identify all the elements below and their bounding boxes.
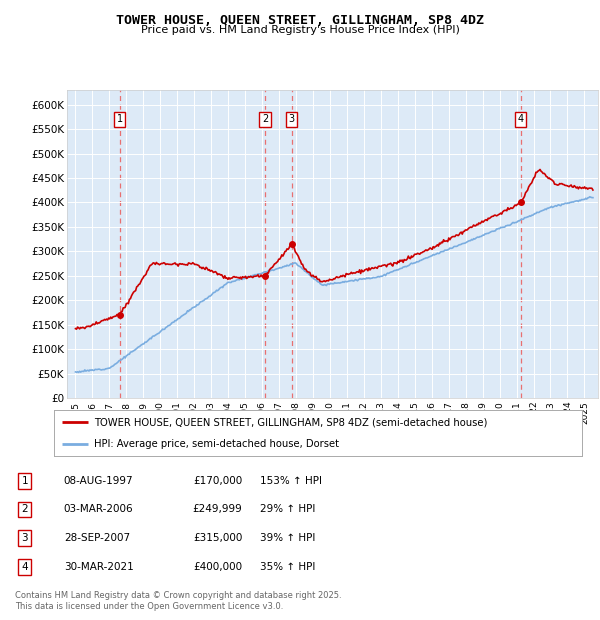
Text: Price paid vs. HM Land Registry's House Price Index (HPI): Price paid vs. HM Land Registry's House … (140, 25, 460, 35)
Text: 1: 1 (116, 114, 122, 125)
Text: 3: 3 (22, 533, 28, 543)
Text: 153% ↑ HPI: 153% ↑ HPI (260, 476, 322, 485)
Text: £170,000: £170,000 (193, 476, 242, 485)
Text: 4: 4 (518, 114, 524, 125)
Text: 4: 4 (22, 562, 28, 572)
Text: 1: 1 (22, 476, 28, 485)
Text: 35% ↑ HPI: 35% ↑ HPI (260, 562, 315, 572)
Text: 39% ↑ HPI: 39% ↑ HPI (260, 533, 315, 543)
Text: £249,999: £249,999 (193, 505, 242, 515)
Text: 28-SEP-2007: 28-SEP-2007 (64, 533, 130, 543)
Text: 08-AUG-1997: 08-AUG-1997 (64, 476, 133, 485)
Text: 2: 2 (22, 505, 28, 515)
Text: HPI: Average price, semi-detached house, Dorset: HPI: Average price, semi-detached house,… (94, 438, 338, 449)
Text: 2: 2 (262, 114, 268, 125)
Text: 29% ↑ HPI: 29% ↑ HPI (260, 505, 315, 515)
Text: £315,000: £315,000 (193, 533, 242, 543)
Text: 30-MAR-2021: 30-MAR-2021 (64, 562, 134, 572)
Text: TOWER HOUSE, QUEEN STREET, GILLINGHAM, SP8 4DZ (semi-detached house): TOWER HOUSE, QUEEN STREET, GILLINGHAM, S… (94, 417, 487, 427)
Text: TOWER HOUSE, QUEEN STREET, GILLINGHAM, SP8 4DZ: TOWER HOUSE, QUEEN STREET, GILLINGHAM, S… (116, 14, 484, 27)
Text: 03-MAR-2006: 03-MAR-2006 (64, 505, 133, 515)
Text: Contains HM Land Registry data © Crown copyright and database right 2025.
This d: Contains HM Land Registry data © Crown c… (15, 591, 341, 611)
Text: £400,000: £400,000 (193, 562, 242, 572)
Text: 3: 3 (289, 114, 295, 125)
